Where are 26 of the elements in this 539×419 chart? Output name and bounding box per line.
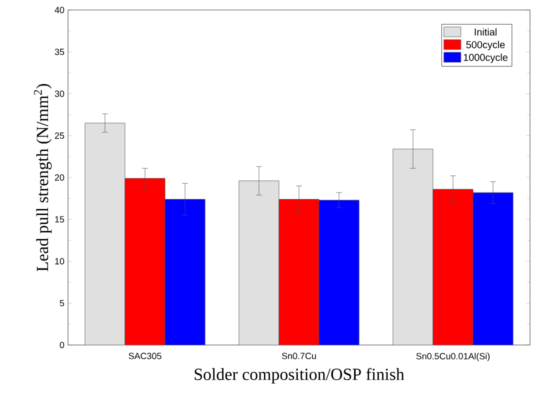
x-tick-label: Sn0.5Cu0.01Al(Si): [416, 352, 490, 362]
legend-label: Initial: [474, 28, 496, 36]
y-axis-title: Lead pull strength (N/mm$^{2}$): [34, 84, 52, 272]
bar: [164, 199, 206, 345]
y-tick-label: 5: [60, 300, 64, 306]
legend-label: 1000cycle: [464, 54, 508, 63]
x-tick-label: SAC305: [128, 352, 162, 360]
bar: [124, 178, 166, 345]
bar: [84, 122, 126, 345]
y-tick-label: 35: [54, 48, 64, 56]
y-tick-label: 20: [54, 174, 64, 181]
x-tick-label: Sn0.7Cu: [282, 352, 316, 360]
y-tick-label: 40: [54, 6, 64, 14]
y-tick-label: 10: [55, 258, 64, 264]
x-axis-title: Solder composition/OSP finish: [194, 368, 404, 384]
bar: [319, 200, 360, 345]
legend-label: 500cycle: [466, 40, 505, 50]
y-tick-label: 15: [55, 216, 64, 223]
y-tick-label: 30: [54, 90, 64, 97]
bar: [392, 148, 434, 345]
bar: [432, 189, 474, 345]
bar: [278, 199, 320, 345]
bar: [238, 180, 279, 345]
y-tick-label: 0: [60, 342, 64, 348]
bar: [472, 192, 514, 345]
y-tick-label: 25: [54, 132, 64, 139]
